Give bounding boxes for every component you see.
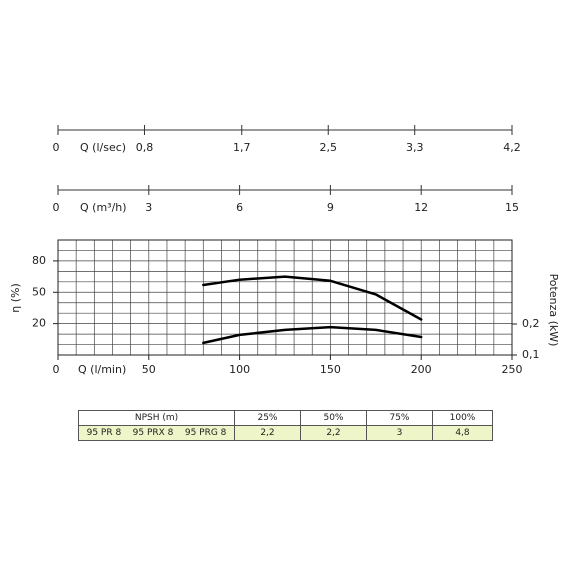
x-tick-label: 0,8 (136, 141, 154, 154)
x-tick-label: 100 (229, 363, 250, 376)
value-cell: 4,8 (432, 425, 493, 441)
y-axis-label: η (%) (9, 283, 22, 313)
x-tick-label: 250 (502, 363, 523, 376)
x-tick-label: 3,3 (406, 141, 424, 154)
model-cell: 95 PR 8 95 PRX 8 95 PRG 8 (78, 425, 235, 441)
chart: Q (l/sec) 0 0,8 1,7 2,5 3,3 4,2 Q (m³/h) 0 3 6 9 12 1… (9, 125, 560, 376)
x-tick-label: 150 (320, 363, 341, 376)
value-cell: 2,2 (300, 425, 367, 441)
x-tick-label: 2,5 (319, 141, 337, 154)
x-tick-label: 9 (327, 201, 334, 214)
x-tick-label: 0 (53, 363, 60, 376)
x-tick-label: 12 (414, 201, 428, 214)
value-cell: 3 (366, 425, 433, 441)
x-tick-label: 0 (53, 201, 60, 214)
model: 95 PRX 8 (132, 428, 174, 438)
header-cell: 75% (366, 410, 433, 426)
plot-frame (57, 239, 513, 356)
value-cell: 2,2 (234, 425, 301, 441)
model: 95 PR 8 (86, 428, 122, 438)
header-cell: 50% (300, 410, 367, 426)
y2-tick-label: 0,2 (522, 317, 540, 330)
x-tick-label: 15 (505, 201, 519, 214)
axis-label: Q (l/sec) (80, 141, 126, 154)
header-cell: 100% (432, 410, 493, 426)
header-cell: 25% (234, 410, 301, 426)
x-tick-label: 6 (236, 201, 243, 214)
x-tick-label: 200 (411, 363, 432, 376)
x-tick-label: 1,7 (233, 141, 251, 154)
curve (202, 275, 423, 321)
x-tick-label: 0 (53, 141, 60, 154)
y-tick-label: 20 (32, 317, 46, 330)
curve (202, 325, 423, 345)
y2-tick-label: 0,1 (522, 348, 540, 361)
x-axis-label: Q (l/min) (78, 363, 126, 376)
model: 95 PRG 8 (184, 428, 227, 438)
y-tick-label: 50 (32, 285, 46, 298)
x-tick-label: 4,2 (503, 141, 521, 154)
y2-axis-label: Potenza (kW) (547, 274, 560, 347)
npsh-table: NPSH (m) 25% 50% 75% 100% 95 PR 8 95 PRX… (78, 410, 493, 441)
y-tick-label: 80 (32, 254, 46, 267)
x-tick-label: 50 (142, 363, 156, 376)
header-cell: NPSH (m) (78, 410, 235, 426)
axis-label: Q (m³/h) (80, 201, 127, 214)
x-tick-label: 3 (145, 201, 152, 214)
